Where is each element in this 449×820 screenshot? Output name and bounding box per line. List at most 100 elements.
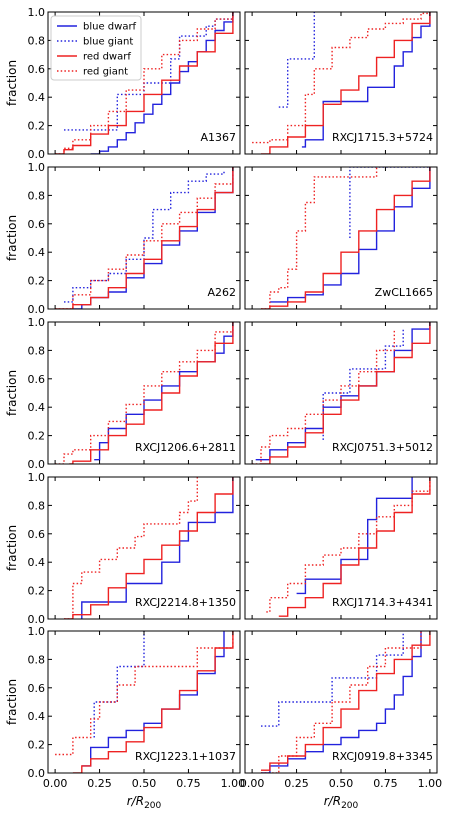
series-line-red-giant bbox=[64, 477, 198, 619]
series-line-blue-giant bbox=[278, 12, 315, 108]
series-line-red-dwarf bbox=[261, 167, 431, 309]
x-axis-label: r/R200 bbox=[127, 794, 162, 811]
series-line-blue-dwarf bbox=[255, 322, 431, 461]
series-line-red-giant bbox=[55, 167, 234, 309]
panel-rxcj1223-1-1037: 0.0 0.2 0.4 0.6 0.8 1.0 0.00 0.25 0.50 0.75 1.00 r/… bbox=[5, 625, 245, 811]
y-tick-label: 0.4 bbox=[28, 246, 46, 259]
series-line-blue-dwarf bbox=[301, 12, 431, 148]
y-tick-label: 0.8 bbox=[28, 34, 46, 47]
y-tick-label: 0.4 bbox=[28, 556, 46, 569]
y-tick-label: 1.0 bbox=[28, 471, 46, 484]
y-tick-label: 0.4 bbox=[28, 91, 46, 104]
legend-box bbox=[50, 15, 142, 81]
series-line-blue-dwarf bbox=[81, 631, 225, 767]
y-tick-label: 0.0 bbox=[28, 613, 46, 626]
series-line-blue-giant bbox=[322, 329, 404, 440]
series-line-red-giant bbox=[261, 631, 422, 773]
panel-a262: 0.0 0.2 0.4 0.6 0.8 1.0 fraction A262 bbox=[5, 161, 241, 316]
y-tick-label: 0.2 bbox=[28, 275, 46, 288]
series-line-blue-giant bbox=[64, 171, 225, 303]
series-line-blue-dwarf bbox=[296, 477, 413, 595]
legend-entry-red-giant: red giant bbox=[83, 67, 128, 78]
legend: blue dwarf blue giant red dwarf red giant bbox=[50, 15, 142, 81]
y-axis-label: fraction bbox=[5, 370, 19, 416]
y-tick-label: 0.6 bbox=[28, 528, 46, 541]
x-tick-label: 0.00 bbox=[43, 777, 68, 790]
y-tick-label: 1.0 bbox=[28, 161, 46, 174]
y-tick-label: 0.0 bbox=[28, 148, 46, 161]
y-tick-label: 0.4 bbox=[28, 401, 46, 414]
series-line-red-dwarf bbox=[55, 12, 234, 154]
panel-label: RXCJ0751.3+5012 bbox=[332, 441, 433, 454]
y-tick-label: 0.8 bbox=[28, 189, 46, 202]
y-tick-label: 0.2 bbox=[28, 585, 46, 598]
panel-label: RXCJ1206.6+2811 bbox=[135, 441, 236, 454]
series-line-blue-dwarf bbox=[269, 167, 431, 303]
y-tick-label: 0.6 bbox=[28, 373, 46, 386]
x-axis-label: r/R200 bbox=[324, 794, 359, 811]
legend-entry-red-dwarf: red dwarf bbox=[83, 52, 131, 63]
panel-rxcj1206-6-2811: 0.0 0.2 0.4 0.6 0.8 1.0 fraction RXCJ1206.6+281… bbox=[5, 316, 241, 471]
series-line-red-dwarf bbox=[72, 631, 234, 773]
panel-label: ZwCL1665 bbox=[375, 286, 433, 299]
series-line-red-dwarf bbox=[55, 167, 234, 309]
panel-label: A262 bbox=[207, 286, 236, 299]
y-tick-label: 1.0 bbox=[28, 625, 46, 638]
y-tick-label: 0.0 bbox=[28, 458, 46, 471]
x-tick-label: 1.00 bbox=[418, 777, 443, 790]
panel-label: RXCJ1223.1+1037 bbox=[135, 750, 236, 763]
panel-label: RXCJ1715.3+5724 bbox=[332, 131, 433, 144]
x-tick-label: 0.75 bbox=[176, 777, 201, 790]
panel-label: A1367 bbox=[200, 131, 236, 144]
x-tick-label: 0.75 bbox=[373, 777, 398, 790]
series-line-red-dwarf bbox=[69, 322, 234, 464]
x-tick-label: 0.25 bbox=[284, 777, 309, 790]
x-tick-label: 0.50 bbox=[329, 777, 354, 790]
series-line-blue-giant bbox=[261, 631, 404, 727]
x-tick-label: 0.00 bbox=[240, 777, 265, 790]
panel-label: RXCJ2214.8+1350 bbox=[135, 596, 236, 609]
series-line-blue-dwarf bbox=[81, 477, 234, 619]
panel-zwcl1665: ZwCL1665 bbox=[244, 166, 438, 310]
series-line-red-dwarf bbox=[261, 12, 431, 154]
x-tick-label: 1.00 bbox=[221, 777, 246, 790]
panel-rxcj0751-3-5012: RXCJ0751.3+5012 bbox=[244, 321, 438, 465]
y-axis-label: fraction bbox=[5, 215, 19, 261]
y-tick-label: 0.0 bbox=[28, 767, 46, 780]
y-tick-label: 0.6 bbox=[28, 63, 46, 76]
panel-a1367: 0.0 0.2 0.4 0.6 0.8 1.0 fraction A1367 blue dwar… bbox=[5, 6, 241, 161]
y-tick-label: 0.6 bbox=[28, 682, 46, 695]
series-line-red-giant bbox=[266, 477, 431, 613]
series-line-red-giant bbox=[55, 12, 234, 154]
y-tick-label: 0.8 bbox=[28, 344, 46, 357]
y-tick-label: 0.6 bbox=[28, 218, 46, 231]
series-line-blue-giant bbox=[93, 631, 145, 738]
y-tick-label: 1.0 bbox=[28, 6, 46, 19]
series-line-red-dwarf bbox=[261, 631, 431, 771]
panel-rxcj2214-8-1350: 0.0 0.2 0.4 0.6 0.8 1.0 fraction RXCJ2214.8+135… bbox=[5, 471, 241, 626]
y-tick-label: 0.2 bbox=[28, 120, 46, 133]
series-line-blue-dwarf bbox=[94, 322, 234, 461]
y-tick-label: 0.8 bbox=[28, 653, 46, 666]
x-tick-label: 0.50 bbox=[132, 777, 157, 790]
series-line-red-dwarf bbox=[278, 477, 431, 617]
panel-rxcj1715-3-5724: RXCJ1715.3+5724 bbox=[244, 11, 438, 155]
y-tick-label: 1.0 bbox=[28, 316, 46, 329]
y-axis-label: fraction bbox=[5, 679, 19, 725]
x-tick-label: 0.25 bbox=[87, 777, 112, 790]
series-line-red-giant bbox=[261, 167, 378, 309]
series-line-blue-giant bbox=[349, 167, 430, 238]
legend-entry-blue-dwarf: blue dwarf bbox=[83, 22, 137, 33]
series-line-red-giant bbox=[252, 12, 431, 144]
panel-label: RXCJ1714.3+4341 bbox=[332, 596, 433, 609]
y-axis-label: fraction bbox=[5, 60, 19, 106]
y-tick-label: 0.2 bbox=[28, 739, 46, 752]
y-tick-label: 0.0 bbox=[28, 303, 46, 316]
panel-rxcj1714-3-4341: RXCJ1714.3+4341 bbox=[244, 476, 438, 620]
y-tick-label: 0.8 bbox=[28, 499, 46, 512]
y-tick-label: 0.4 bbox=[28, 710, 46, 723]
series-line-red-dwarf bbox=[64, 477, 234, 619]
series-line-red-giant bbox=[55, 322, 234, 464]
panel-label: RXCJ0919.8+3345 bbox=[332, 750, 433, 763]
